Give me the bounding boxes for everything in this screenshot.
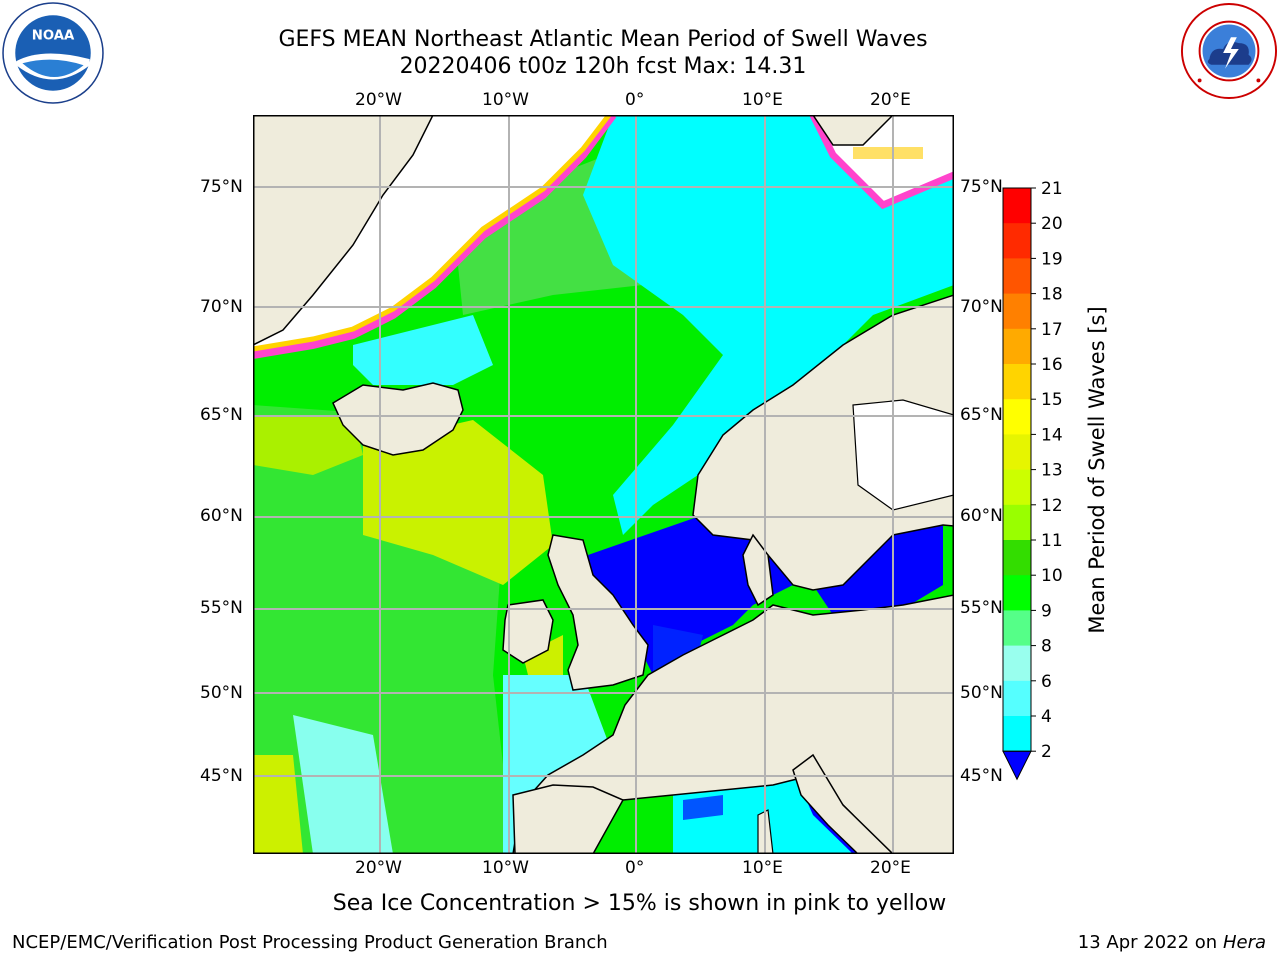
colorbar-tick-label: 19: [1041, 249, 1063, 269]
land-svalbard: [812, 115, 895, 146]
land-iberia: [512, 784, 625, 854]
lat-label-left-75n: 75°N: [200, 177, 243, 197]
ice-edge-svalbard: [809, 115, 954, 210]
colorbar-segment: [1003, 469, 1031, 506]
map-subtitle: 20220406 t00z 120h fcst Max: 14.31: [399, 54, 807, 79]
colorbar-label: Mean Period of Swell Waves [s]: [1085, 306, 1109, 634]
graticule: [253, 115, 954, 854]
cyan-norway: [583, 115, 954, 535]
colorbar-tick-label: 16: [1041, 355, 1063, 375]
colorbar-extend-arrow: [1002, 750, 1032, 781]
colorbar-segment: [1003, 540, 1031, 576]
colorbar-segment: [1003, 293, 1031, 330]
colorbar-tick-label: 8: [1041, 637, 1052, 657]
lon-label-bottom-0: 0°: [625, 858, 645, 878]
colorbar-segment: [1003, 610, 1031, 647]
colorbar-segment: [1003, 399, 1031, 435]
colorbar-segment: [1003, 258, 1031, 295]
cyan-iceland-north: [353, 315, 493, 385]
colorbar-tick-label: 14: [1041, 425, 1063, 445]
colorbar-tick-label: 10: [1041, 566, 1063, 586]
land-great-britain: [547, 534, 649, 691]
colorbar-segment: [1003, 364, 1031, 400]
lat-label-right-70n: 70°N: [960, 297, 1003, 317]
colorbar-tick-label: 18: [1041, 285, 1063, 305]
lon-label-top-10w: 10°W: [482, 90, 529, 110]
lon-label-bottom-10w: 10°W: [482, 858, 529, 878]
cyan-sw: [293, 715, 393, 854]
colorbar-segment: [1003, 645, 1031, 682]
svg-text:NOAA: NOAA: [32, 29, 75, 44]
ice-edge-greenland: [253, 115, 617, 359]
ice-edge-svalbard-yellow: [853, 147, 923, 159]
swell-period-map: [253, 115, 954, 854]
lon-label-bottom-20e: 20°E: [870, 858, 911, 878]
lat-label-left-45n: 45°N: [200, 766, 243, 786]
colorbar-segment: [1003, 328, 1031, 365]
colorbar-tick-label: 15: [1041, 390, 1063, 410]
map-title: GEFS MEAN Northeast Atlantic Mean Period…: [278, 27, 928, 52]
colorbar-segment: [1003, 680, 1031, 717]
colorbar: 21 20 19 18 17 16 15 14 13 12 11 10 9 8 6 4 2: [1002, 180, 1063, 781]
lon-label-top-20e: 20°E: [870, 90, 911, 110]
colorbar-tick-label: 2: [1041, 742, 1052, 762]
nws-logo: [1180, 2, 1278, 100]
colorbar-segment: [1003, 434, 1031, 471]
lat-label-right-75n: 75°N: [960, 177, 1003, 197]
colorbar-segment: [1003, 575, 1031, 611]
lon-label-top-20w: 20°W: [355, 90, 402, 110]
lat-label-left-55n: 55°N: [200, 598, 243, 618]
colorbar-tick-label: 6: [1041, 672, 1052, 692]
colorbar-tick-label: 9: [1041, 601, 1052, 621]
noaa-logo: NOAA: [2, 2, 104, 104]
footer-credit: NCEP/EMC/Verification Post Processing Pr…: [12, 932, 608, 953]
lat-label-right-65n: 65°N: [960, 405, 1003, 425]
ice-edge-greenland-yellow: [253, 115, 611, 352]
land-finland-gap: [852, 399, 954, 511]
colorbar-segment: [1003, 504, 1031, 541]
yellow-green-west: [253, 415, 363, 475]
land-ireland: [502, 599, 554, 664]
land-greenland: [253, 115, 434, 346]
colorbar-tick-label: 4: [1041, 707, 1052, 727]
footer-date-text: 13 Apr 2022 on: [1077, 932, 1223, 953]
yellow-green-sw: [253, 755, 303, 854]
footer-date: 13 Apr 2022 on Hera: [1078, 932, 1266, 953]
footer-machine: Hera: [1222, 932, 1266, 953]
lon-label-top-0: 0°: [625, 90, 645, 110]
lat-label-left-65n: 65°N: [200, 405, 243, 425]
sea-ice-footnote: Sea Ice Concentration > 15% is shown in …: [332, 891, 947, 916]
colorbar-tick-label: 11: [1041, 531, 1063, 551]
lat-label-right-60n: 60°N: [960, 506, 1003, 526]
yellow-green-region: [363, 420, 553, 585]
lat-label-right-45n: 45°N: [960, 766, 1003, 786]
land-italy: [792, 753, 895, 854]
lat-label-left-60n: 60°N: [200, 506, 243, 526]
colorbar-segment: [1003, 223, 1031, 259]
lat-label-right-50n: 50°N: [960, 683, 1003, 703]
lon-label-bottom-20w: 20°W: [355, 858, 402, 878]
lat-label-left-70n: 70°N: [200, 297, 243, 317]
land-iceland: [332, 382, 464, 456]
colorbar-tick-label: 20: [1041, 214, 1063, 234]
colorbar-segment: [1003, 716, 1031, 752]
lon-label-bottom-10e: 10°E: [742, 858, 783, 878]
lat-label-left-50n: 50°N: [200, 683, 243, 703]
colorbar-tick-label: 13: [1041, 461, 1063, 481]
colorbar-tick-label: 12: [1041, 496, 1063, 516]
lon-label-top-10e: 10°E: [742, 90, 783, 110]
colorbar-tick-label: 21: [1041, 180, 1063, 199]
lat-label-right-55n: 55°N: [960, 598, 1003, 618]
colorbar-tick-label: 17: [1041, 320, 1063, 340]
colorbar-segment: [1003, 188, 1031, 224]
blue-med: [683, 795, 723, 820]
